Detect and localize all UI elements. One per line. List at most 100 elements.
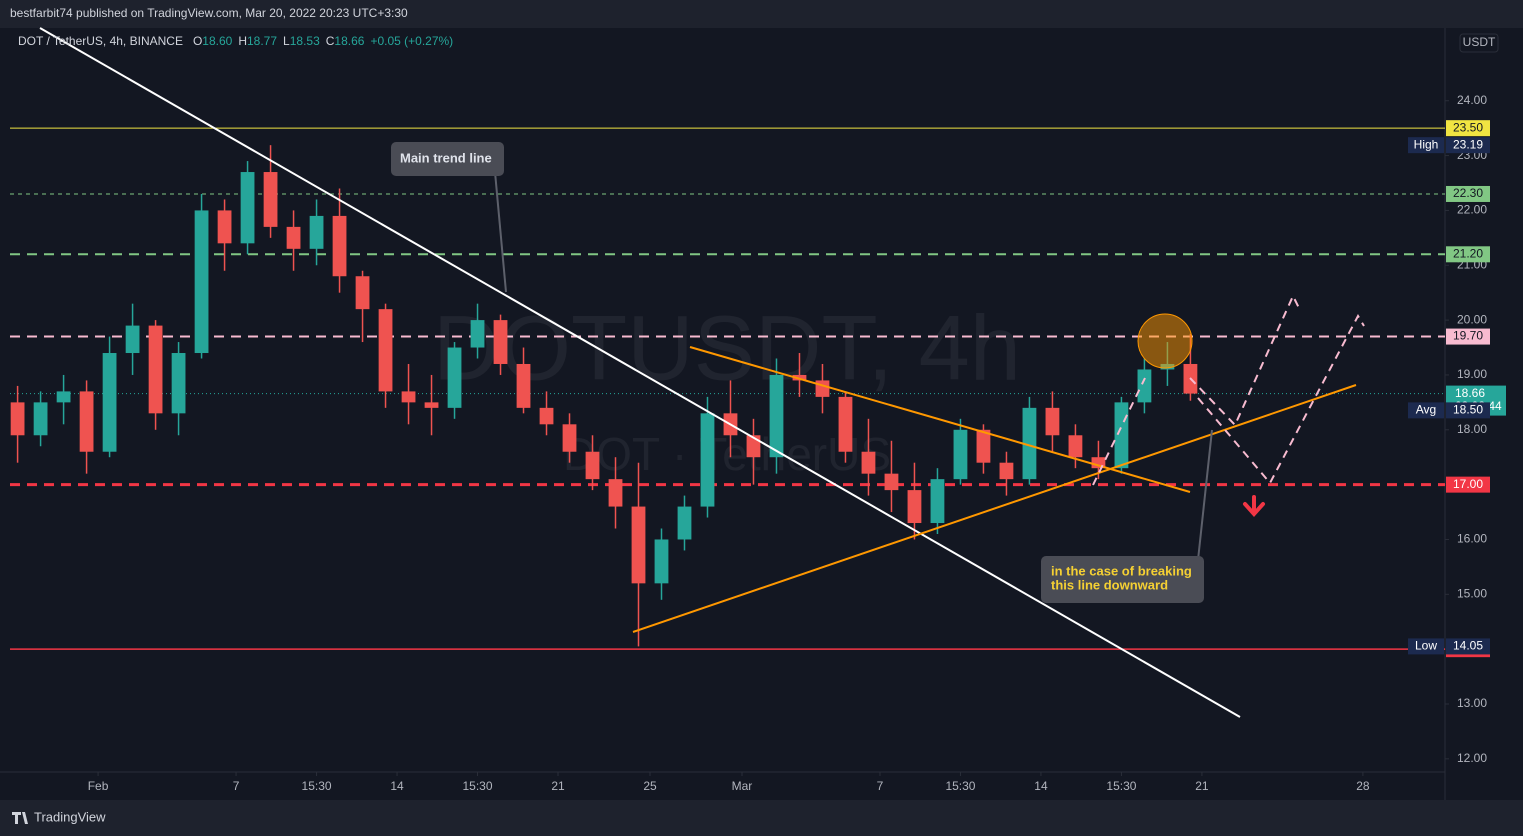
y-tick-label: 22.00 [1457, 203, 1487, 217]
y-tick-label: 24.00 [1457, 93, 1487, 107]
candles [10, 145, 1198, 647]
x-tick-label: 7 [233, 779, 240, 793]
candle-body [677, 506, 692, 540]
symbol: DOT / TetherUS, 4h, BINANCE [18, 34, 183, 48]
x-tick-label: 7 [877, 779, 884, 793]
legend-key: L [283, 34, 290, 48]
marker-name: High [1414, 137, 1439, 151]
watermark: DOTUSDT, 4h [433, 297, 1021, 399]
x-tick-label: 15:30 [1106, 779, 1136, 793]
x-tick-label: 21 [551, 779, 565, 793]
candle-body [516, 363, 531, 408]
y-tick-label: 19.00 [1457, 367, 1487, 381]
callout-pointer [1197, 429, 1213, 561]
x-tick-label: Mar [732, 779, 753, 793]
candle-body [999, 462, 1014, 480]
level-label: 19.70 [1453, 329, 1483, 343]
level-tag [1446, 328, 1490, 345]
projection-path [1189, 293, 1300, 427]
candle-body [217, 210, 232, 244]
marker-tag [1446, 638, 1490, 655]
last-price-label: 18.66 [1455, 386, 1485, 400]
candle-body [125, 325, 140, 354]
candle-body [769, 374, 784, 458]
candle-body [194, 210, 209, 354]
legend-value: 18.77 [247, 34, 277, 48]
level-tag [1446, 476, 1490, 493]
candle-body [815, 380, 830, 397]
level-tag [1446, 120, 1490, 137]
y-tick-label: 20.00 [1457, 312, 1487, 326]
candle-body [1091, 457, 1106, 469]
candle-body [263, 172, 278, 227]
candle-body [33, 402, 48, 436]
projection-path [1092, 377, 1146, 486]
legend-change: +0.05 (+0.27%) [370, 34, 453, 48]
candle-body [10, 402, 25, 436]
callout-box [391, 142, 504, 176]
marker-name-tag [1408, 137, 1444, 154]
candle-body [401, 391, 416, 403]
candle-body [56, 391, 71, 403]
candle-body [585, 451, 600, 480]
level-label: 22.30 [1453, 186, 1483, 200]
candle-body [792, 374, 807, 381]
level-label: 17.00 [1453, 477, 1483, 491]
marker-label: 14.05 [1453, 639, 1483, 653]
top-bar [0, 0, 1523, 28]
y-tick-label: 15.00 [1457, 586, 1487, 600]
candle-body [907, 490, 922, 524]
candle-body [1137, 369, 1152, 403]
candle-body [286, 226, 301, 249]
watermark-sub: DOT · TetherUS [563, 428, 891, 480]
marker-name: Low [1415, 639, 1437, 653]
x-tick-label: 15:30 [463, 779, 493, 793]
candle-body [1045, 407, 1060, 436]
candle-body [861, 451, 876, 474]
currency: USDT [1463, 35, 1496, 49]
candle-body [700, 413, 715, 507]
candle-body [79, 391, 94, 452]
annotation: this line downward [1051, 577, 1168, 592]
symbol-legend: DOT / TetherUS, 4h, BINANCE O18.60 H18.77 L… [18, 34, 453, 48]
annotation: in the case of breaking [1051, 563, 1192, 578]
candle-body [355, 276, 370, 310]
support-line [632, 384, 1357, 633]
candle-body [631, 506, 646, 584]
legend-key: C [326, 34, 335, 48]
callout-box [1041, 556, 1204, 603]
legend-value: 18.53 [290, 34, 320, 48]
bottom-bar [0, 800, 1523, 836]
x-tick-label: 28 [1356, 779, 1370, 793]
candle-body [539, 407, 554, 425]
candle-body [309, 215, 324, 249]
candle-body [332, 215, 347, 277]
trend-line [39, 27, 1241, 718]
candle-body [838, 396, 853, 452]
candle-body [1022, 407, 1037, 480]
candle-body [493, 320, 508, 364]
resistance-line [689, 346, 1191, 493]
x-tick-label: 25 [643, 779, 657, 793]
candle-body [447, 347, 462, 408]
axes: 12.0013.0014.0015.0016.0017.0018.0019.00… [88, 93, 1506, 793]
y-tick-label: 13.00 [1457, 696, 1487, 710]
candle-body [562, 424, 577, 452]
x-tick-label: 21 [1195, 779, 1209, 793]
level-tag [1446, 246, 1490, 263]
candle-body [1114, 402, 1129, 469]
callout-pointer [494, 171, 507, 293]
brand-logo [12, 812, 28, 824]
candle-body [953, 429, 968, 480]
currency-box [1459, 33, 1499, 53]
publisher: bestfarbit74 published on TradingView.co… [10, 6, 408, 20]
marker-label: 23.19 [1453, 137, 1483, 151]
candle-body [470, 320, 485, 348]
candle-body [884, 473, 899, 491]
y-tick-label: 16.00 [1457, 532, 1487, 546]
candle-body [378, 309, 393, 392]
candle-body [608, 479, 623, 507]
